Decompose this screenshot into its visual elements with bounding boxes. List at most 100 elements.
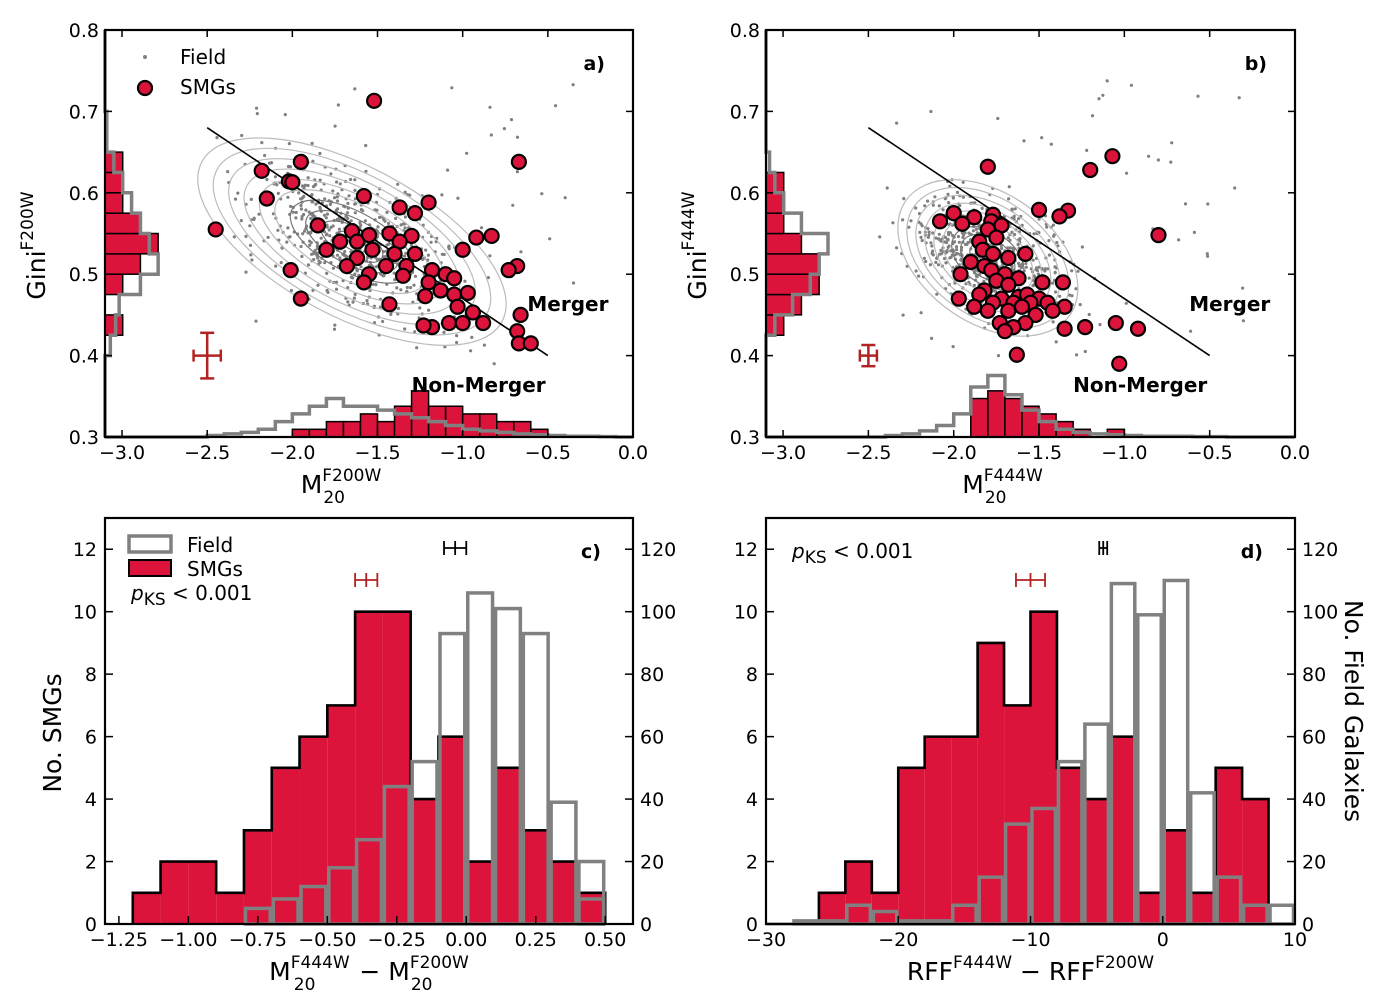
field-point	[1090, 114, 1095, 118]
field-point	[378, 305, 383, 309]
field-point	[299, 203, 303, 208]
smg-point	[454, 314, 471, 332]
panel-b: −3.0 −2.5 −2.0 −1.5 −1.0 −0.5 0.0 0.3 0.4 0.5 0.6 0…	[679, 20, 1310, 508]
y-tick-label-left: 10	[73, 602, 97, 624]
smg-point	[355, 187, 372, 205]
x-tick-label: 0.25	[515, 929, 557, 951]
hist-x-smg-bar	[970, 397, 989, 438]
y-tick-label-right: 20	[1302, 852, 1326, 874]
field-point	[563, 196, 567, 200]
smg-point	[355, 274, 372, 291]
field-point	[450, 86, 454, 90]
smg-point	[282, 262, 299, 279]
field-point	[313, 248, 317, 253]
y-axis-title: GiniF200W	[18, 191, 51, 299]
field-point	[515, 135, 520, 139]
field-point	[1010, 230, 1014, 234]
x-tick-label: −1.0	[440, 442, 486, 464]
field-point	[1087, 312, 1091, 317]
smg-bar	[1136, 892, 1163, 924]
field-point	[973, 268, 977, 272]
hist-y-smg-bar	[765, 232, 803, 255]
field-point	[401, 222, 405, 226]
ks-pvalue: pKS < 0.001	[791, 539, 913, 568]
field-point	[322, 213, 327, 217]
field-point	[358, 221, 362, 225]
x-tick-label: −0.5	[525, 442, 571, 464]
field-mean-errorbar	[443, 541, 468, 555]
field-point	[1233, 186, 1237, 190]
y-tick-label-left: 2	[746, 852, 758, 874]
field-point	[345, 211, 350, 215]
smg-point	[1000, 249, 1017, 267]
hist-x-smg-bar	[325, 420, 345, 438]
field-point	[329, 172, 333, 176]
field-point	[918, 230, 922, 234]
x-tick-label: 0.00	[445, 929, 487, 951]
x-tick-label: −1.0	[1101, 442, 1147, 464]
field-point	[941, 208, 945, 212]
y-tick-label: 0.4	[730, 346, 760, 368]
field-point	[1000, 246, 1004, 250]
field-point	[353, 87, 357, 91]
y-tick-label: 0.7	[730, 101, 760, 123]
x-axis-title: RFFF444W − RFFF200W	[907, 953, 1154, 986]
field-point	[1007, 185, 1011, 189]
field-point	[248, 224, 252, 228]
field-point	[325, 212, 329, 216]
field-point	[333, 323, 337, 327]
field-point	[1051, 223, 1055, 227]
field-point	[255, 106, 259, 110]
smg-point	[406, 245, 424, 262]
field-point	[447, 247, 451, 251]
field-point	[933, 195, 937, 199]
smg-point	[950, 290, 967, 307]
smg-point	[1008, 346, 1025, 363]
x-tick-label: −20	[878, 929, 918, 951]
smg-point	[432, 282, 449, 299]
smg-bar	[188, 861, 217, 924]
field-point	[291, 210, 295, 214]
field-point	[922, 256, 927, 260]
field-point	[1068, 293, 1072, 297]
field-point	[927, 230, 931, 234]
y-tick-label-right: 0	[640, 914, 652, 936]
field-point	[346, 286, 350, 290]
field-point	[1053, 265, 1057, 269]
field-point	[332, 327, 337, 331]
field-point	[930, 244, 934, 248]
field-point	[509, 118, 514, 122]
field-point	[919, 235, 923, 239]
smg-point	[954, 215, 971, 232]
field-point	[304, 208, 308, 212]
field-point	[325, 223, 329, 227]
field-point	[946, 192, 950, 196]
field-point	[1027, 276, 1031, 280]
field-point	[982, 279, 986, 283]
field-point	[456, 196, 460, 200]
field-point	[1010, 207, 1014, 211]
field-point	[1085, 148, 1089, 152]
field-point	[1036, 272, 1040, 276]
field-point	[465, 151, 469, 155]
hist-y-smg-bar	[765, 212, 785, 235]
field-point	[374, 283, 378, 287]
x-tick-label: −0.5	[1187, 442, 1233, 464]
field-point	[365, 299, 369, 303]
smg-point	[420, 194, 437, 211]
x-axis-title: MF444W 20 − MF200W 20	[269, 953, 469, 995]
field-point	[931, 253, 935, 257]
x-tick-label: 0.0	[1280, 442, 1310, 464]
field-point	[226, 170, 230, 174]
field-point	[353, 188, 357, 192]
smg-point	[1111, 355, 1128, 372]
field-point	[334, 280, 339, 284]
field-point	[926, 227, 930, 231]
field-point	[347, 194, 351, 198]
field-point	[274, 264, 278, 268]
field-point	[957, 240, 962, 244]
hist-y-smg-bar	[104, 212, 142, 235]
y-axis-title-right: No. Field Galaxies	[1339, 600, 1368, 822]
x-tick-label: 0.0	[618, 442, 648, 464]
field-point	[386, 242, 391, 246]
